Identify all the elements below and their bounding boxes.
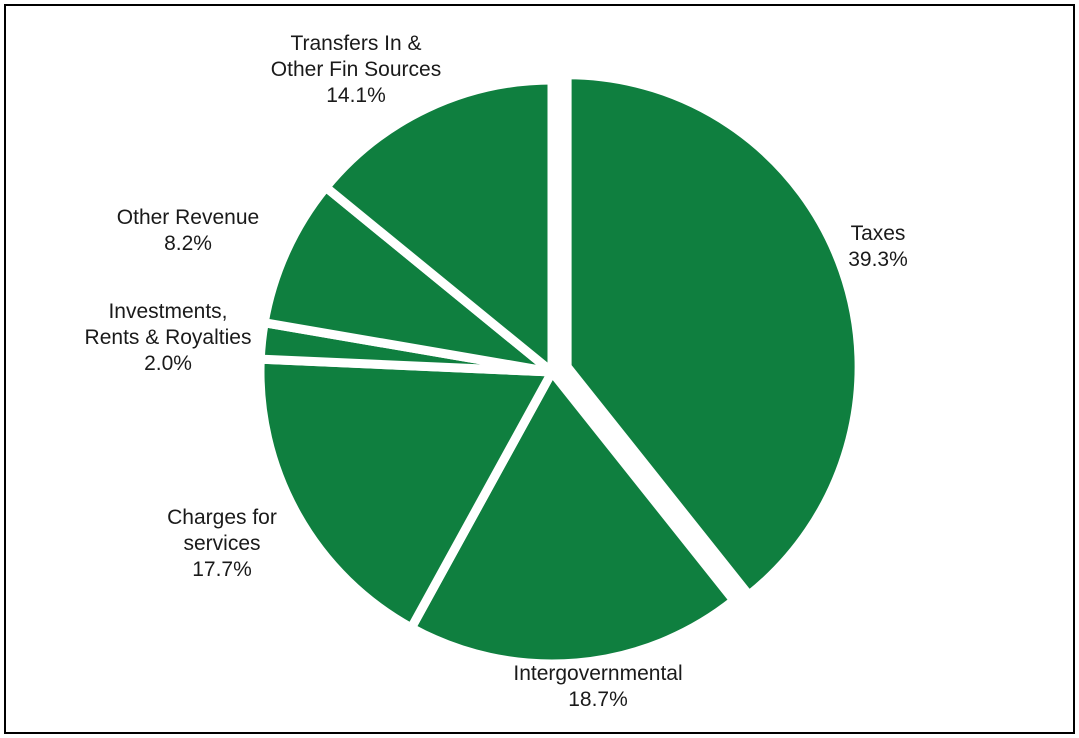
- slice-category-label: Charges for: [167, 506, 277, 529]
- slice-label-1: Intergovernmental 18.7%: [513, 662, 682, 711]
- slice-category-label: Taxes: [851, 222, 906, 245]
- slice-value-label: 18.7%: [568, 688, 628, 711]
- slice-label-4: Other Revenue 8.2%: [117, 206, 259, 255]
- slice-label-0: Taxes 39.3%: [848, 222, 908, 271]
- slice-value-label: 14.1%: [326, 84, 386, 107]
- slice-value-label: 39.3%: [848, 248, 908, 271]
- slice-category-label: Other Fin Sources: [271, 58, 441, 81]
- pie-slices: [255, 70, 864, 669]
- slice-label-3: Investments, Rents & Royalties 2.0%: [85, 300, 252, 375]
- pie-labels: Taxes 39.3% Intergovernmental 18.7% Charges …: [85, 32, 908, 711]
- slice-category-label: Intergovernmental: [513, 662, 682, 685]
- slice-value-label: 2.0%: [144, 352, 192, 375]
- slice-label-2: Charges for services 17.7%: [167, 506, 277, 581]
- slice-category-label: Other Revenue: [117, 206, 259, 229]
- pie-slice-5: [319, 75, 557, 382]
- slice-value-label: 17.7%: [192, 558, 252, 581]
- pie-slice-4: [258, 180, 569, 380]
- pie-slice-1: [405, 363, 741, 669]
- slice-category-label: Transfers In &: [290, 32, 421, 55]
- slice-category-label: Rents & Royalties: [85, 326, 252, 349]
- slice-category-label: Investments,: [108, 300, 227, 323]
- pie-slice-0: [562, 70, 864, 602]
- slice-value-label: 8.2%: [164, 232, 212, 255]
- slice-category-label: services: [183, 532, 260, 555]
- slice-label-5: Transfers In & Other Fin Sources 14.1%: [271, 32, 441, 107]
- pie-slice-2: [255, 354, 560, 634]
